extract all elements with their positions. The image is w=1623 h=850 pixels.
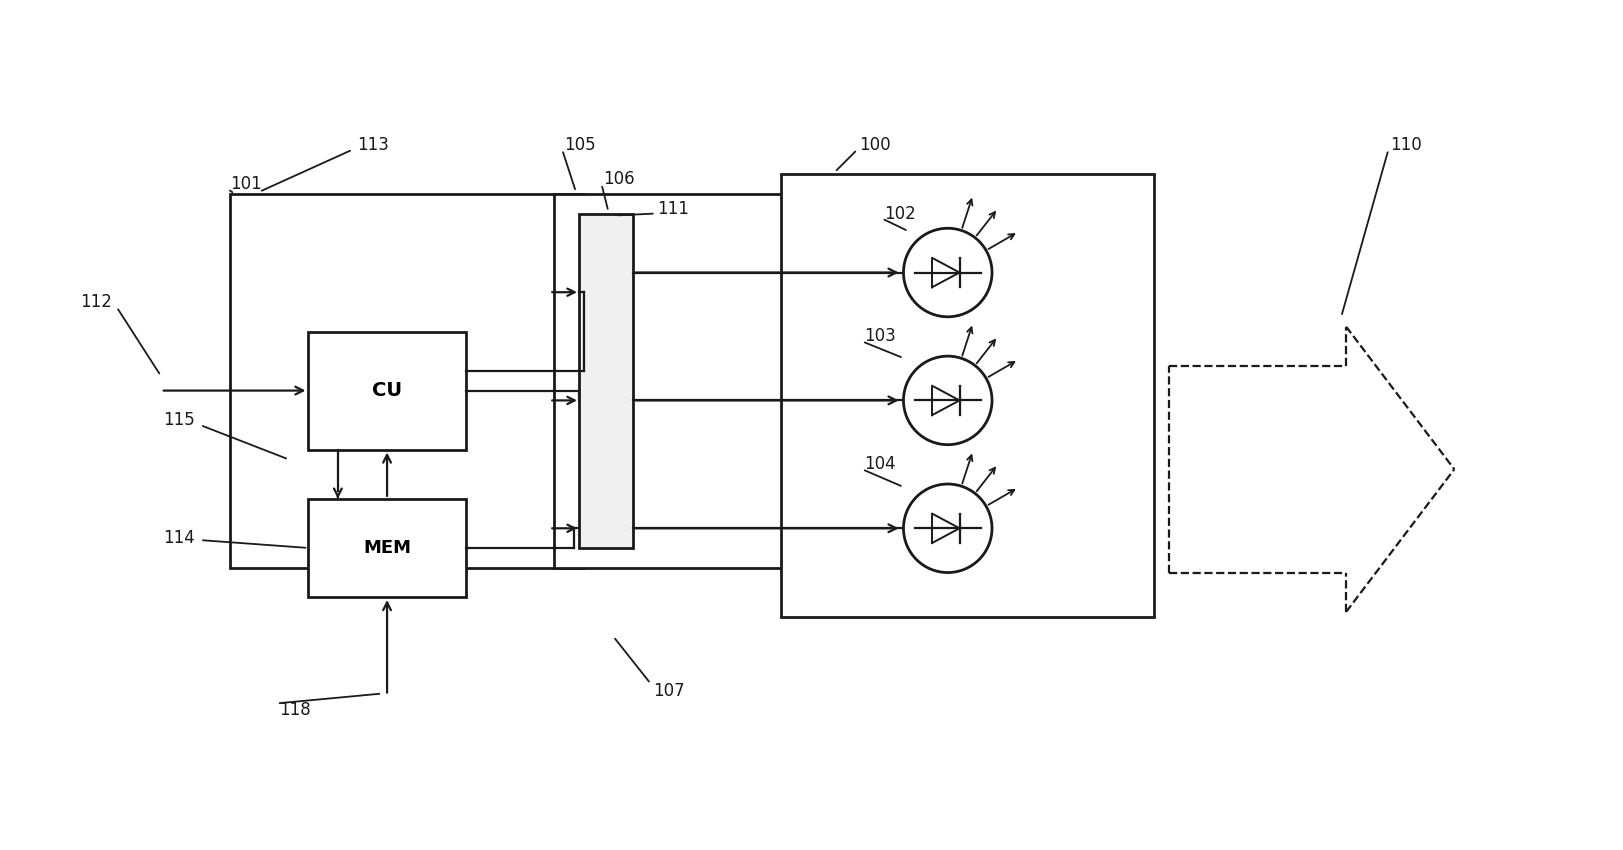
Bar [781,174,1154,617]
Text: 110: 110 [1389,136,1422,154]
Text: 105: 105 [563,136,596,154]
Bar [308,499,466,598]
Bar [578,213,633,548]
Text: MEM: MEM [364,539,411,557]
Text: 118: 118 [279,701,310,719]
Text: 112: 112 [80,293,112,311]
Text: 104: 104 [863,456,896,473]
Text: 115: 115 [164,411,195,429]
Text: 106: 106 [604,170,635,188]
Text: 113: 113 [357,136,390,154]
Text: 114: 114 [164,529,195,547]
Text: CU: CU [372,381,403,400]
Text: 102: 102 [883,205,915,223]
Text: 100: 100 [859,136,891,154]
Bar [229,194,583,568]
Text: 103: 103 [863,327,896,345]
Bar [308,332,466,450]
Bar [553,194,790,568]
Text: 111: 111 [657,200,690,218]
Text: 107: 107 [652,682,683,700]
Text: 101: 101 [229,175,261,193]
